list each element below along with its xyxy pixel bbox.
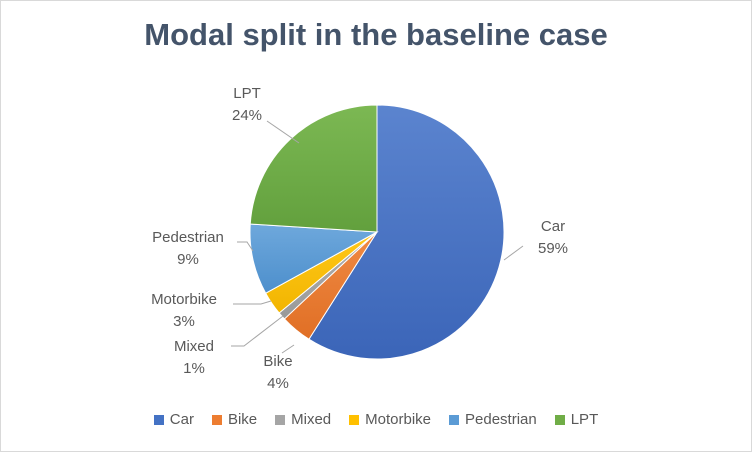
data-label-category-car: Car <box>541 218 565 235</box>
data-label-percent-pedestrian: 9% <box>177 251 199 268</box>
legend-swatch <box>554 414 565 425</box>
legend-swatch <box>449 414 459 425</box>
data-label-percent-lpt: 24% <box>232 107 262 124</box>
pie-slice-car <box>308 104 505 360</box>
legend-item-car: Car <box>153 411 194 428</box>
legend-item-motorbike: Motorbike <box>349 411 431 428</box>
data-label-category-bike: Bike <box>263 353 292 370</box>
legend-swatch <box>275 414 286 425</box>
leader-line-pedestrian <box>237 241 254 252</box>
data-label-category-mixed: Mixed <box>174 338 214 355</box>
legend-label: LPT <box>570 411 599 428</box>
data-label-percent-mixed: 1% <box>183 360 205 377</box>
legend-label: Car <box>169 411 194 428</box>
legend-item-pedestrian: Pedestrian <box>449 411 537 428</box>
legend-item-bike: Bike <box>211 411 258 428</box>
data-label-percent-bike: 4% <box>267 375 289 392</box>
leader-line-bike <box>281 344 295 354</box>
leader-line-motorbike <box>233 300 272 305</box>
legend-label: Mixed <box>291 411 332 428</box>
legend-item-mixed: Mixed <box>275 411 331 428</box>
leader-line-lpt <box>266 120 300 144</box>
data-label-percent-car: 59% <box>538 240 568 257</box>
data-label-category-pedestrian: Pedestrian <box>152 229 224 246</box>
legend-label: Bike <box>227 411 258 428</box>
leader-line-car <box>503 245 524 261</box>
pie-slice-lpt <box>249 104 378 233</box>
legend-swatch <box>211 414 222 425</box>
legend-swatch <box>349 414 360 425</box>
legend-swatch <box>153 414 164 425</box>
legend-label: Motorbike <box>365 411 431 428</box>
leader-line-mixed <box>231 315 284 347</box>
data-label-percent-motorbike: 3% <box>173 313 195 330</box>
legend-label: Pedestrian <box>465 411 537 428</box>
data-label-category-motorbike: Motorbike <box>151 291 217 308</box>
data-label-category-lpt: LPT <box>233 85 261 102</box>
chart-title: Modal split in the baseline case <box>144 17 608 52</box>
legend-item-lpt: LPT <box>554 411 599 428</box>
chart-legend: Car Bike Mixed Motorbike Pedestrian LPT <box>1 411 751 428</box>
